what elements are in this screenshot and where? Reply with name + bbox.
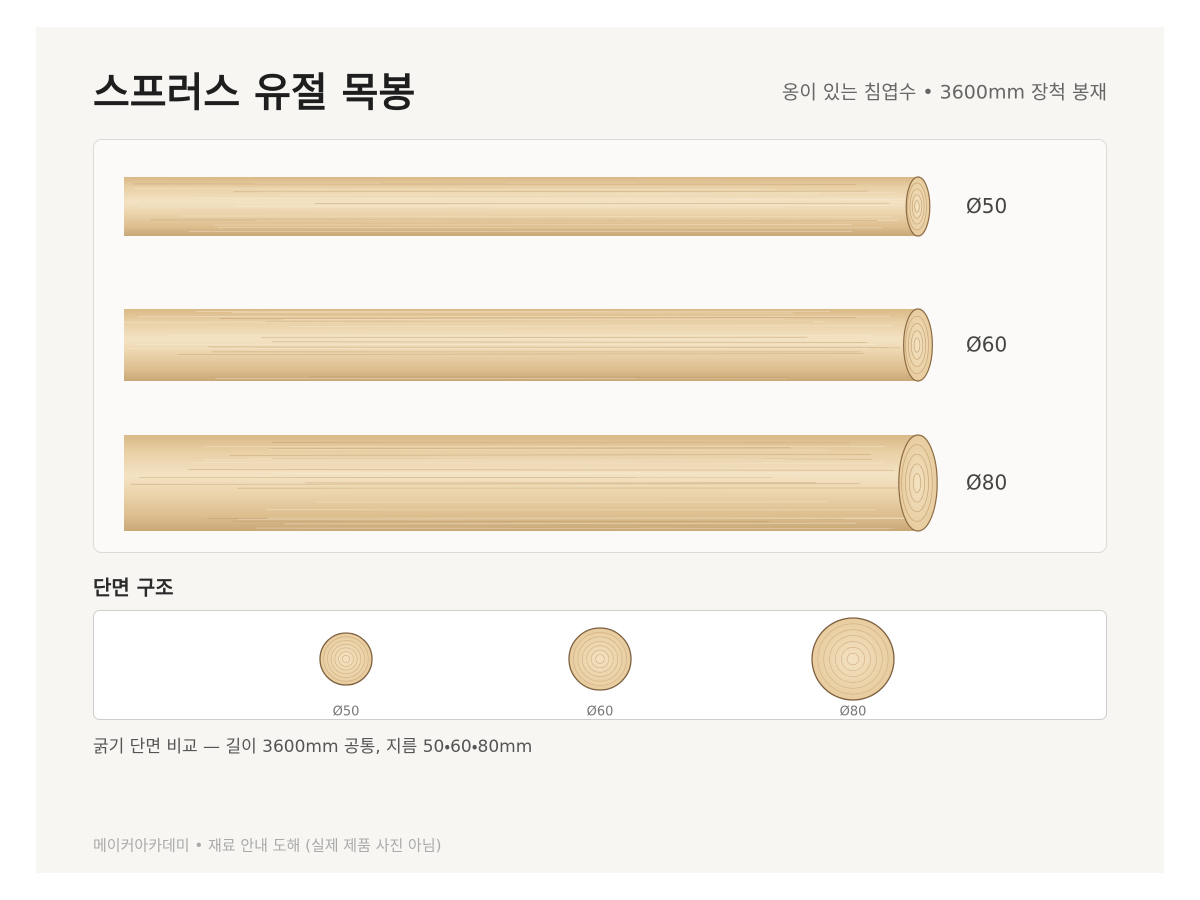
rod-end (902, 308, 933, 382)
wood-grain (284, 522, 857, 525)
end-ring (908, 323, 926, 367)
growth-ring (590, 649, 610, 669)
wood-grain (249, 457, 785, 460)
cross-section (568, 627, 632, 691)
wood-grain (177, 353, 865, 355)
cross-section-label: Ø60 (587, 705, 614, 720)
rod-label: Ø60 (966, 333, 1007, 357)
cross-section-group: Ø50 Ø60 Ø80 (319, 617, 895, 720)
end-ring (905, 315, 929, 375)
end-ring (913, 337, 921, 353)
end-ring (910, 330, 924, 360)
wood-grain (290, 325, 893, 328)
growth-ring (338, 651, 354, 667)
wood-grain (188, 469, 895, 471)
wood-grain (231, 312, 794, 314)
wood-grain (134, 188, 778, 191)
wood-grain (219, 317, 856, 319)
wood-grain (131, 483, 860, 485)
growth-ring (334, 647, 358, 671)
cross-section-label: Ø80 (840, 705, 867, 720)
end-ring (909, 188, 925, 225)
wood-grain (233, 190, 869, 193)
wood-grain (150, 219, 878, 221)
growth-ring (573, 632, 627, 686)
end-ring (907, 182, 927, 231)
wood-grain (170, 334, 874, 337)
wood-grain (208, 346, 900, 349)
wood-grain (180, 215, 893, 218)
cross-section (811, 617, 895, 701)
wood-grain (280, 193, 820, 196)
growth-ring (817, 623, 889, 695)
rod-group: Ø50 Ø60 Ø80 (124, 176, 1007, 532)
wood-grain (194, 197, 907, 200)
wood-grain (236, 205, 901, 207)
cross-section-label: Ø50 (333, 705, 360, 720)
growth-ring (846, 652, 860, 666)
growth-ring (823, 629, 883, 689)
end-ring (914, 200, 920, 213)
caption: 굵기 단면 비교 — 길이 3600mm 공통, 지름 50・60・80mm (93, 737, 532, 757)
end-ring (905, 453, 929, 513)
rod-body (124, 309, 918, 381)
wood-grain (124, 320, 825, 323)
footer: 메이커아카데미 • 재료 안내 도해 (실제 제품 사진 아님) (93, 837, 442, 855)
growth-ring (323, 636, 369, 682)
subtitle: 옹이 있는 침엽수 • 3600mm 장척 봉재 (782, 82, 1107, 104)
growth-ring (330, 643, 362, 675)
rod-body (124, 177, 918, 236)
growth-ring (595, 654, 605, 664)
end-ring (911, 194, 923, 219)
growth-ring (327, 640, 365, 678)
wood-grain (269, 447, 791, 450)
wood-grain (237, 518, 906, 520)
wood-grain (229, 454, 871, 456)
rod-body (124, 435, 918, 531)
rod-end (898, 434, 938, 532)
title: 스프러스 유절 목봉 (93, 70, 415, 116)
wood-grain (271, 458, 873, 460)
cross-section (319, 632, 373, 686)
growth-ring (840, 646, 866, 672)
growth-ring (577, 636, 623, 682)
section-heading: 단면 구조 (93, 576, 174, 600)
growth-ring (586, 645, 614, 673)
growth-ring (835, 641, 871, 677)
end-ring (912, 473, 922, 493)
growth-ring (581, 640, 619, 678)
end-ring (908, 463, 926, 503)
growth-ring (341, 654, 351, 664)
growth-ring (829, 635, 877, 683)
rod-label: Ø50 (966, 194, 1007, 218)
rod-end (905, 176, 931, 237)
wood-grain (268, 448, 830, 451)
end-ring (901, 444, 933, 522)
rod-label: Ø80 (966, 471, 1007, 495)
wood-grain (254, 219, 898, 222)
wood-grain (271, 341, 868, 343)
